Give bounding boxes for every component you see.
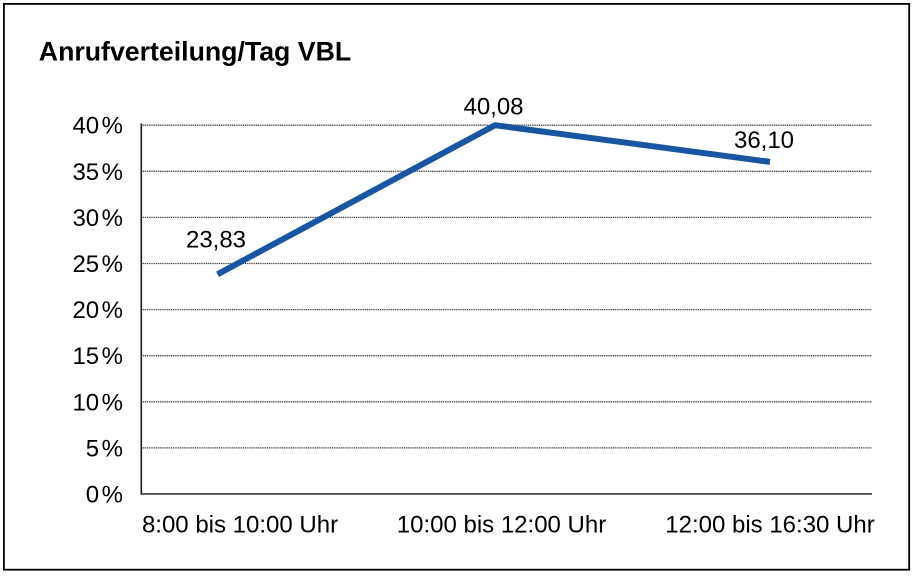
svg-text:15%: 15% — [72, 343, 123, 370]
svg-text:0%: 0% — [86, 482, 123, 509]
svg-text:8:00 bis 10:00 Uhr: 8:00 bis 10:00 Uhr — [142, 512, 338, 539]
svg-text:12:00 bis 16:30 Uhr: 12:00 bis 16:30 Uhr — [665, 512, 874, 539]
svg-text:10:00 bis 12:00 Uhr: 10:00 bis 12:00 Uhr — [397, 512, 606, 539]
svg-text:40,08: 40,08 — [463, 94, 523, 121]
svg-text:36,10: 36,10 — [734, 127, 794, 154]
svg-text:Anrufverteilung/Tag VBL: Anrufverteilung/Tag VBL — [39, 36, 351, 66]
svg-text:23,83: 23,83 — [186, 227, 246, 254]
svg-text:25%: 25% — [72, 251, 123, 278]
svg-text:5%: 5% — [86, 435, 123, 462]
svg-text:40%: 40% — [72, 113, 123, 140]
svg-text:10%: 10% — [72, 389, 123, 416]
svg-text:35%: 35% — [72, 159, 123, 186]
svg-text:20%: 20% — [72, 297, 123, 324]
svg-text:30%: 30% — [72, 205, 123, 232]
